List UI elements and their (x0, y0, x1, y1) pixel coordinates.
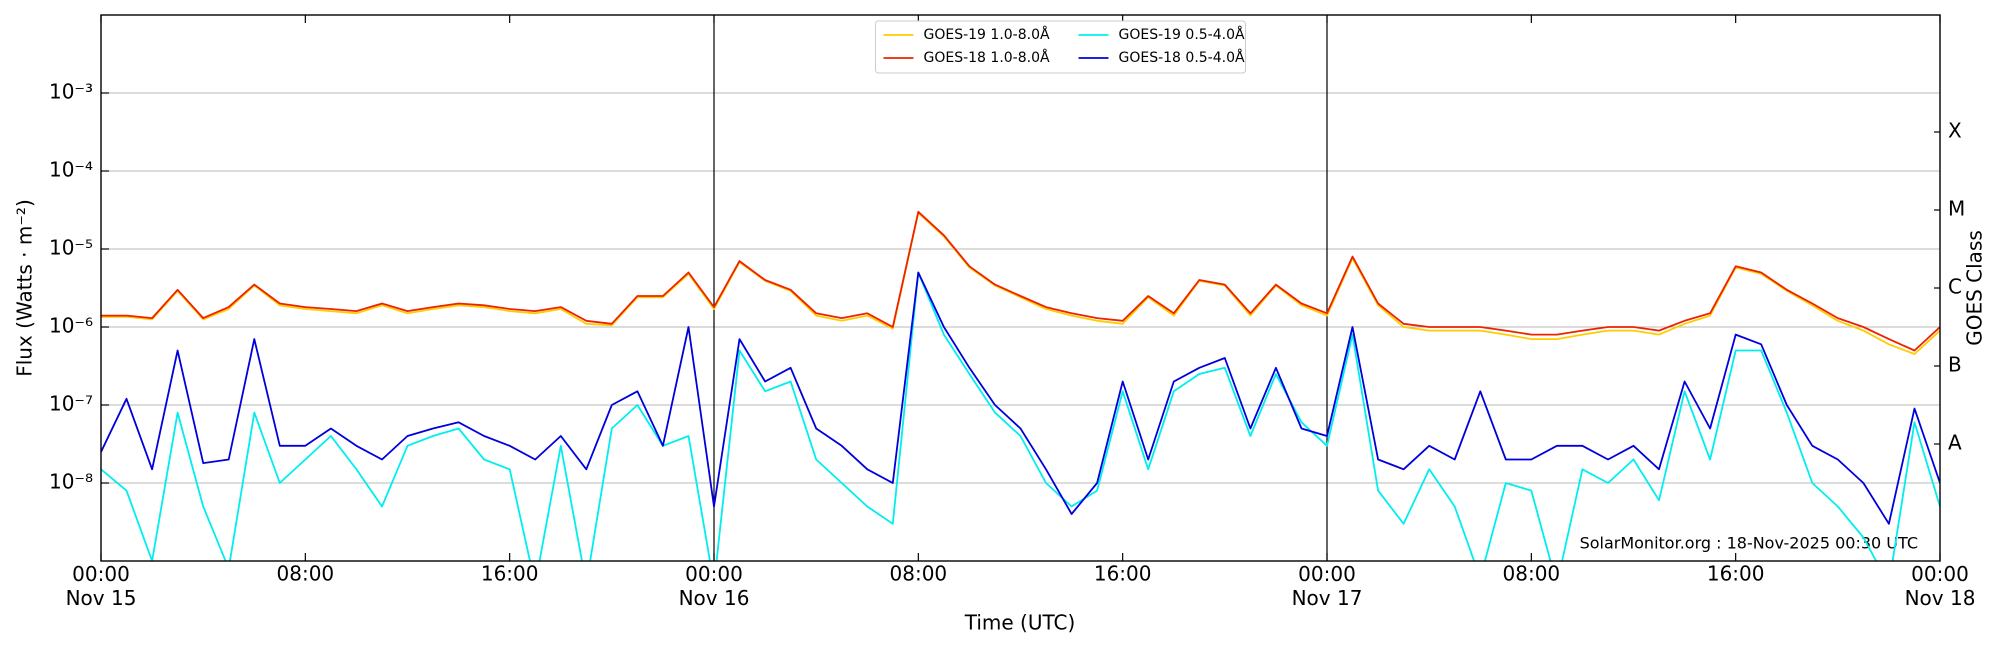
series-line (101, 210, 1940, 352)
x-tick-label: 08:00 (277, 562, 335, 586)
legend-box (875, 20, 1246, 74)
legend-label: GOES-19 0.5-4.0Å (1119, 26, 1245, 43)
y2-axis-label: GOES Class (1963, 230, 1987, 346)
x-tick-label: 16:00 (481, 562, 539, 586)
y-axis-label: Flux (Watts · m⁻²) (13, 199, 37, 377)
legend-label: GOES-18 0.5-4.0Å (1119, 49, 1245, 66)
y-tick-label: 10⁻⁴ (49, 158, 93, 182)
x-tick-label: 00:00 Nov 17 (1292, 562, 1363, 610)
x-axis-label: Time (UTC) (964, 611, 1076, 635)
x-tick-label: 16:00 (1707, 562, 1765, 586)
series-line (101, 212, 1940, 355)
y2-tick-label: B (1948, 353, 1962, 377)
x-tick-label: 00:00 Nov 16 (679, 562, 750, 610)
series-line (101, 271, 1940, 561)
legend-label: GOES-19 1.0-8.0Å (924, 26, 1050, 43)
x-tick-label: 08:00 (890, 562, 948, 586)
y2-tick-label: A (1948, 431, 1962, 455)
plot-frame (100, 14, 1941, 562)
x-tick-label: 16:00 (1094, 562, 1152, 586)
y-tick-label: 10⁻⁷ (49, 392, 93, 416)
y-tick-label: 10⁻⁵ (49, 236, 93, 260)
y-tick-label: 10⁻³ (49, 80, 93, 104)
y-tick-label: 10⁻⁸ (49, 470, 93, 494)
series-line (101, 271, 1940, 525)
legend-label: GOES-18 1.0-8.0Å (924, 49, 1050, 66)
x-tick-label: 00:00 Nov 18 (1905, 562, 1976, 610)
x-tick-label: 08:00 (1503, 562, 1561, 586)
plot-area (101, 210, 1940, 561)
y2-tick-label: C (1948, 275, 1962, 299)
y2-tick-label: M (1948, 197, 1965, 221)
y2-tick-label: X (1948, 119, 1962, 143)
y-tick-label: 10⁻⁶ (49, 314, 93, 338)
annotation: SolarMonitor.org : 18-Nov-2025 00:30 UTC (1580, 534, 1918, 553)
x-tick-label: 00:00 Nov 15 (66, 562, 137, 610)
